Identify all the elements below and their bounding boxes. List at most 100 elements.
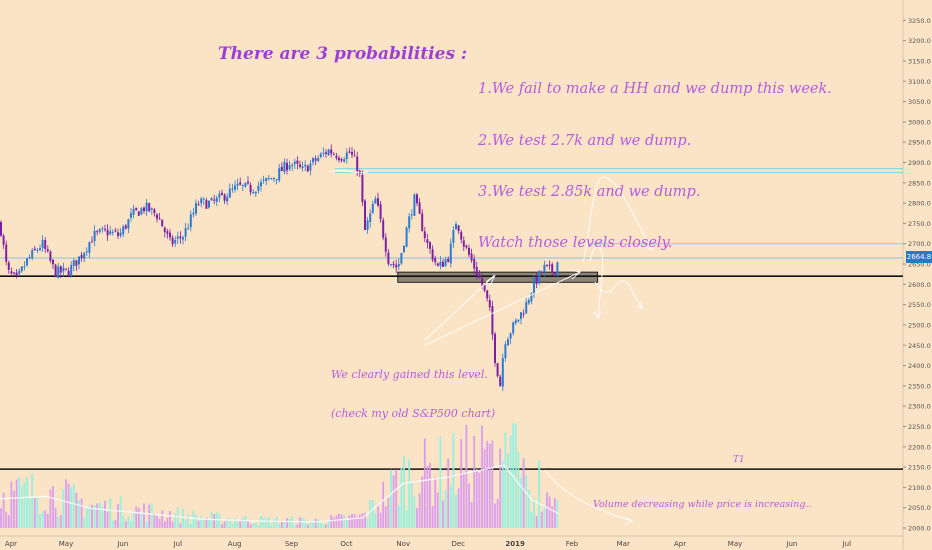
x-tick-label: Jul — [173, 540, 183, 548]
x-tick-label: 2019 — [505, 540, 525, 548]
candle-body — [517, 319, 520, 322]
candle-body — [39, 248, 41, 250]
candle-body — [91, 241, 93, 243]
volume-bar — [481, 425, 483, 528]
volume-bar — [468, 483, 470, 528]
candle-body — [426, 239, 429, 243]
volume-bar — [296, 524, 299, 528]
candle-body — [369, 213, 372, 222]
candle-body — [384, 237, 387, 252]
volume-bar — [340, 514, 343, 528]
candle-body — [309, 163, 312, 171]
volume-bar — [514, 423, 517, 528]
volume-bar — [553, 498, 556, 528]
annotation-t1-label: T1 — [733, 455, 745, 465]
candle-body — [189, 214, 192, 228]
volume-bar — [533, 498, 535, 528]
candle-body — [340, 159, 343, 161]
volume-bar — [215, 512, 218, 528]
volume-bar — [241, 518, 244, 528]
volume-bar — [46, 514, 49, 528]
volume-bar — [176, 507, 179, 528]
candle-body — [455, 223, 457, 230]
candle-body — [436, 263, 439, 266]
candle-body — [312, 158, 314, 163]
annotation-line-1: 1.We fail to make a HH and we dump this … — [478, 81, 832, 98]
volume-bar — [317, 519, 320, 528]
volume-bar — [395, 469, 398, 528]
y-tick-label: 2200.0 — [908, 443, 931, 451]
volume-bar — [348, 515, 351, 528]
candle-body — [59, 266, 62, 273]
volume-bar — [278, 524, 281, 528]
y-tick-label: 2750.0 — [908, 220, 931, 228]
volume-bar — [400, 467, 403, 528]
candle-body — [507, 339, 509, 346]
candle-body — [520, 312, 522, 319]
volume-bar — [197, 520, 200, 528]
volume-bar — [13, 490, 15, 528]
y-tick-label: 2450.0 — [908, 342, 931, 350]
candle-body — [392, 263, 395, 266]
candle-body — [304, 164, 307, 167]
candle-body — [176, 236, 179, 239]
candle-body — [546, 264, 548, 266]
candle-body — [301, 166, 304, 169]
volume-bar — [530, 512, 533, 528]
candle-body — [447, 258, 450, 262]
volume-bar — [36, 497, 39, 528]
volume-bar — [384, 506, 387, 528]
candle-body — [488, 299, 491, 308]
candle-body — [236, 183, 239, 186]
candle-body — [148, 202, 151, 212]
y-tick-label: 3200.0 — [908, 37, 931, 45]
candle-body — [470, 253, 473, 261]
candle-body — [509, 333, 512, 339]
volume-bar — [431, 505, 434, 528]
volume-bar — [169, 511, 171, 528]
volume-bar — [392, 475, 395, 528]
volume-bar — [62, 489, 65, 528]
volume-bar — [343, 515, 346, 528]
volume-bar — [39, 514, 41, 528]
candle-body — [257, 185, 260, 191]
volume-bar — [551, 506, 554, 528]
volume-bar — [200, 515, 203, 528]
candle-body — [106, 229, 109, 236]
candle-body — [46, 249, 49, 252]
volume-bar — [5, 511, 8, 528]
x-tick-label: Aug — [228, 540, 242, 548]
candle-body — [145, 202, 148, 212]
volume-bar — [41, 511, 44, 528]
candle-body — [338, 157, 340, 161]
candle-body — [395, 264, 398, 268]
y-tick-label: 2800.0 — [908, 200, 931, 208]
volume-bar — [374, 513, 377, 528]
candle-body — [85, 251, 88, 253]
annotation-gained-level: We clearly gained this level. (check my … — [331, 343, 495, 447]
volume-bar — [10, 481, 13, 528]
candle-body — [44, 240, 47, 249]
candle-body — [551, 264, 554, 273]
volume-bar — [236, 522, 239, 528]
volume-bar — [101, 506, 104, 528]
volume-bar — [171, 521, 174, 528]
volume-bar — [522, 458, 525, 528]
volume-bar — [252, 523, 255, 528]
volume-bar — [234, 518, 236, 528]
candle-body — [215, 197, 218, 202]
x-tick-label: Jul — [842, 540, 852, 548]
candle-body — [23, 266, 26, 268]
volume-bar — [44, 510, 47, 528]
volume-bar — [158, 518, 161, 528]
volume-bar — [322, 524, 325, 528]
volume-bar — [280, 520, 283, 528]
candle-body — [0, 222, 2, 236]
volume-bar — [546, 492, 548, 528]
volume-bar — [174, 513, 177, 528]
candle-body — [184, 228, 187, 237]
volume-bar — [548, 496, 551, 528]
volume-bar — [499, 448, 502, 528]
y-tick-label: 3050.0 — [908, 98, 931, 106]
candle-body — [442, 261, 444, 267]
